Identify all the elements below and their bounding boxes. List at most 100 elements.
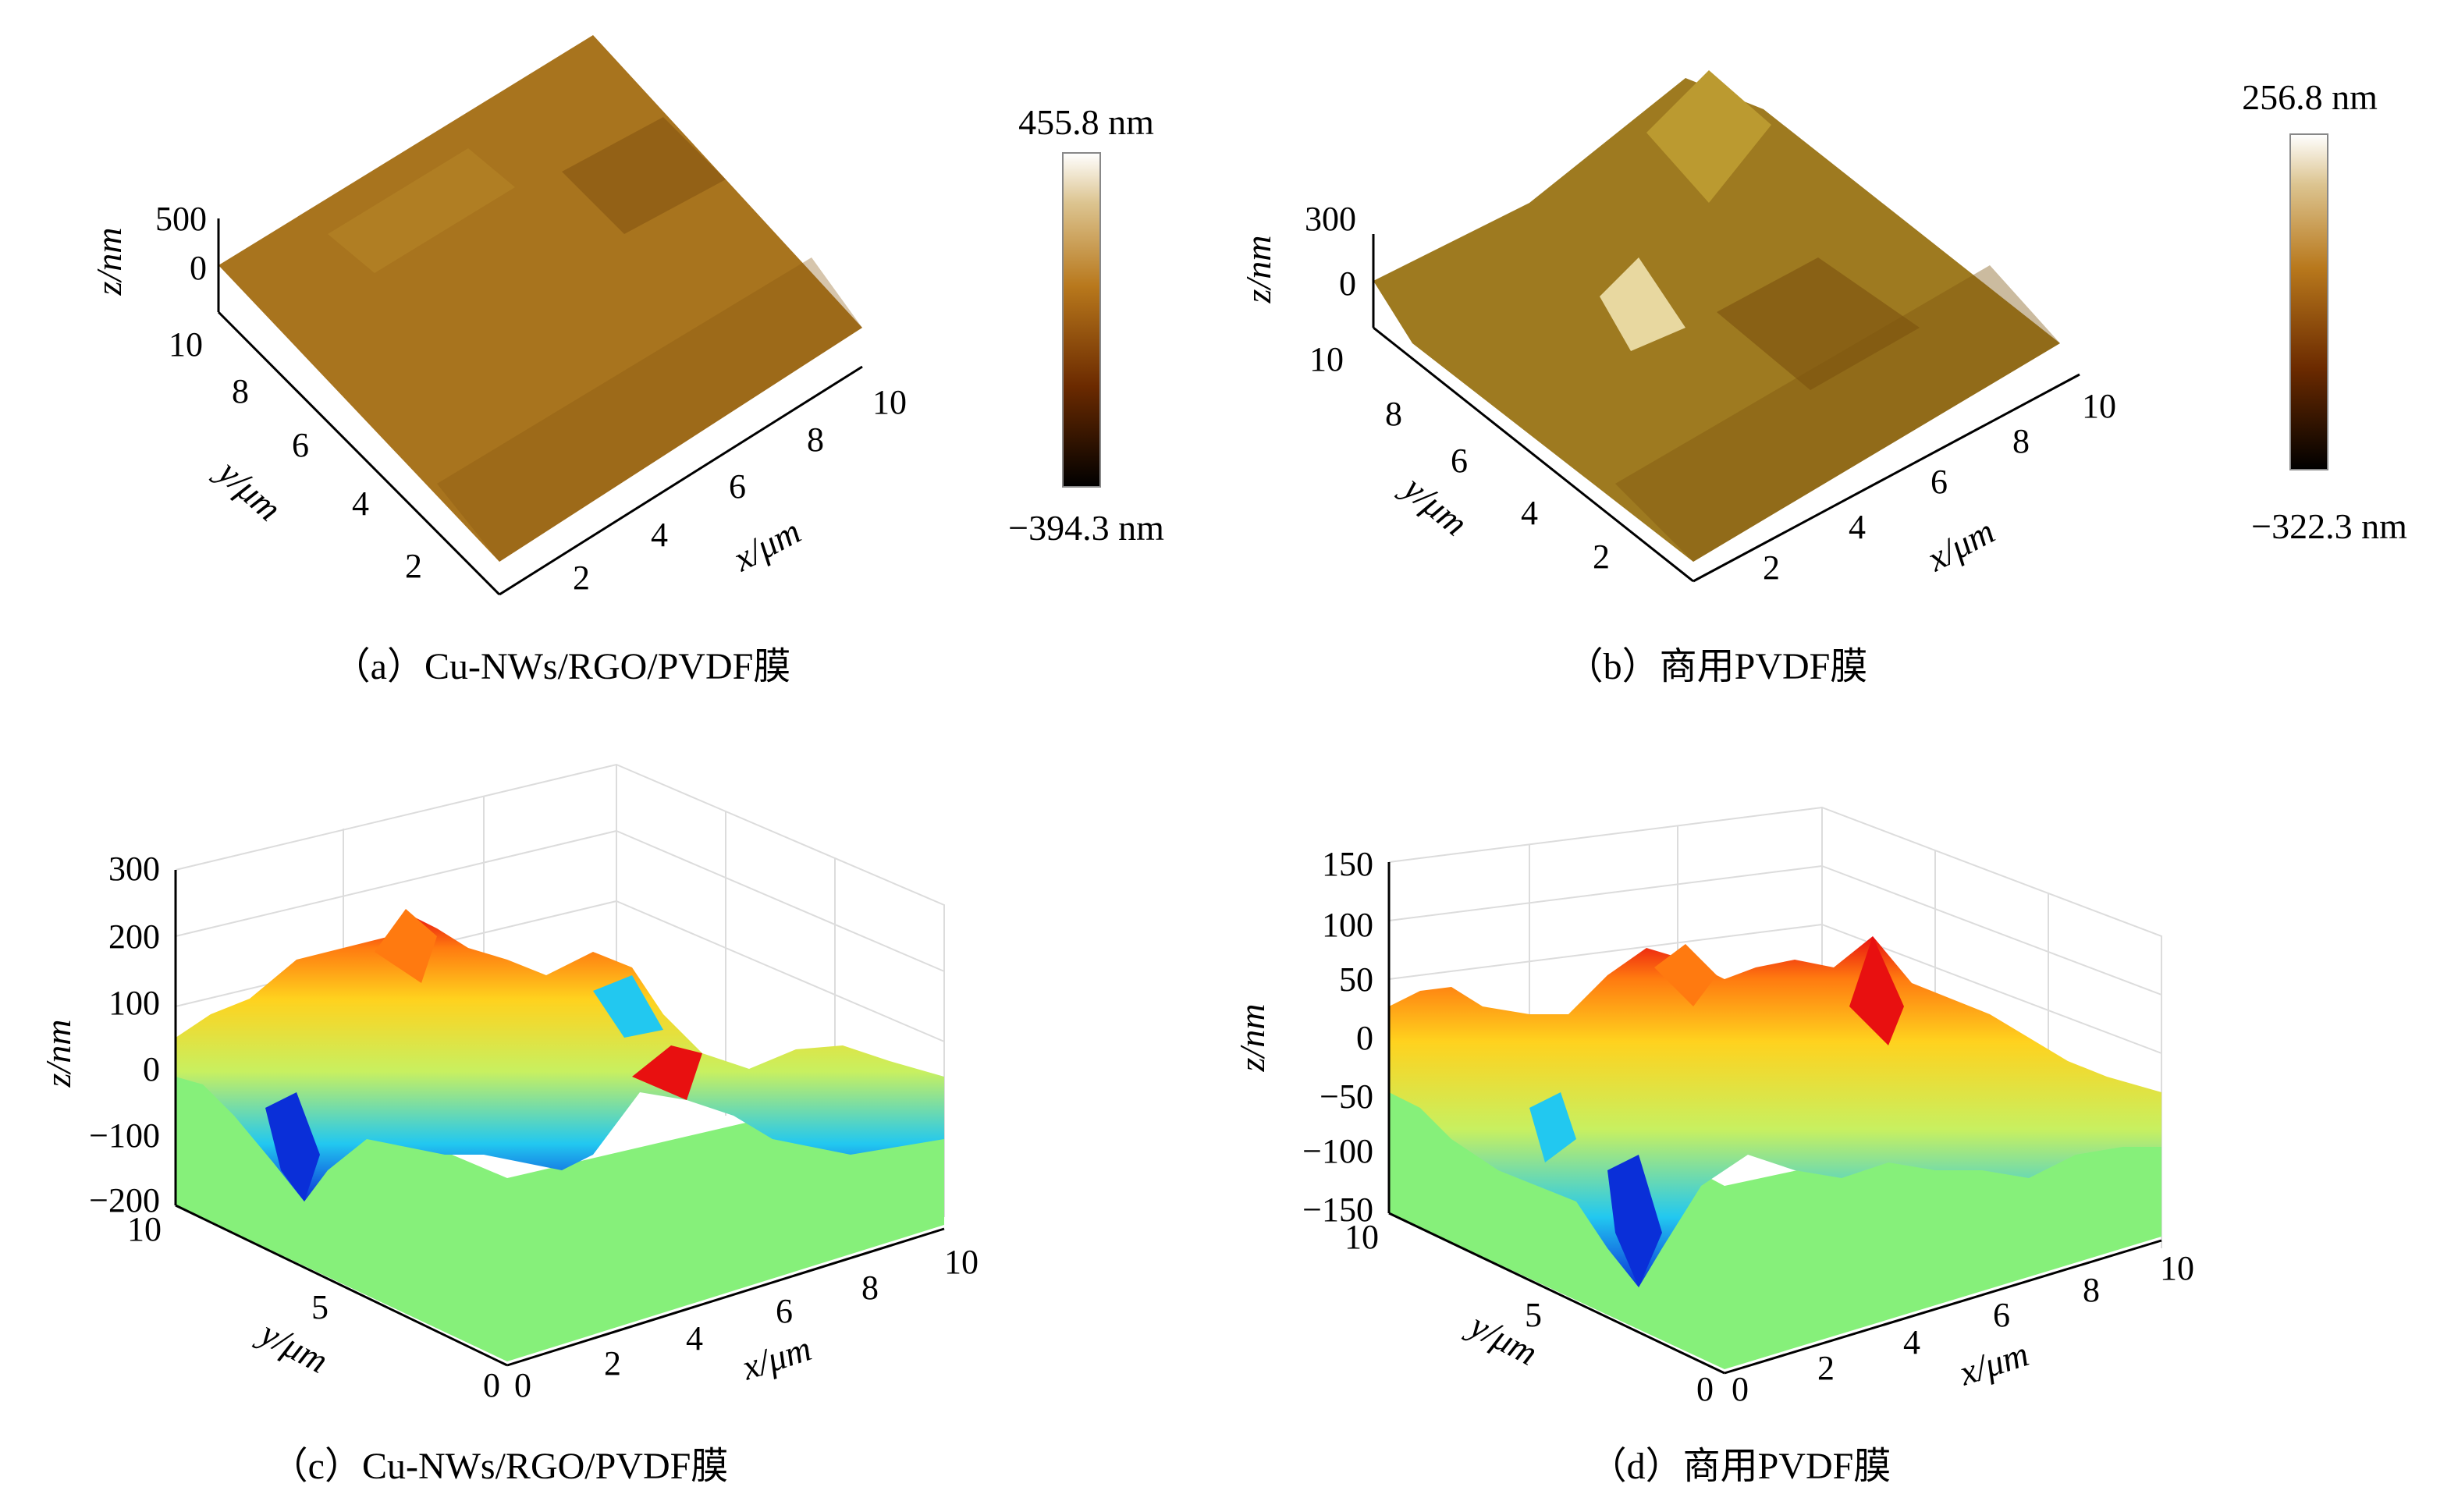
x-axis-d [1724, 1239, 2162, 1375]
surface-a-highlight [328, 148, 515, 273]
y-tick-c-10: 10 [127, 1210, 162, 1248]
surface-c [176, 913, 944, 1201]
z-tick-d-150: 150 [1322, 845, 1373, 883]
surface-b-valley [1717, 257, 1920, 390]
y-axis-d [1388, 1212, 1725, 1375]
caption-d: （d）商用PVDF膜 [1590, 1446, 1891, 1487]
x-tick-c-8: 8 [861, 1269, 879, 1307]
x-tick-d-8: 8 [2083, 1271, 2100, 1309]
surface-b [1373, 78, 2060, 562]
surface-a [218, 35, 862, 562]
z-tick-c-neg100: −100 [89, 1116, 160, 1155]
surface-a-shade [437, 257, 862, 562]
x-axis-b [1693, 373, 2080, 583]
x-label-b: x/μm [1920, 511, 2001, 580]
z-tick-a-0: 0 [190, 249, 207, 287]
x-tick-c-10: 10 [944, 1243, 979, 1281]
x-label-a: x/μm [726, 511, 807, 580]
peak-d-1 [1849, 936, 1904, 1045]
z-label-d: z/nm [1232, 1004, 1272, 1073]
panel-c: 300 200 100 0 −100 −200 z/nm 10 5 0 y/μm… [38, 763, 979, 1487]
x-axis-c [506, 1227, 945, 1367]
x-tick-b-4: 4 [1849, 508, 1866, 546]
z-label-c: z/nm [38, 1020, 78, 1088]
z-tick-c-100: 100 [108, 984, 160, 1022]
x-tick-d-0: 0 [1732, 1370, 1749, 1408]
x-axis-a [499, 365, 863, 596]
surface-d [1389, 936, 2161, 1287]
y-tick-a-2: 2 [405, 547, 422, 585]
x-tick-c-6: 6 [776, 1292, 793, 1330]
y-tick-d-0: 0 [1696, 1370, 1714, 1408]
z-label-a: z/nm [89, 228, 129, 296]
peak-c-2 [632, 1045, 702, 1100]
x-tick-b-6: 6 [1931, 463, 1948, 501]
x-tick-c-2: 2 [604, 1344, 621, 1382]
y-tick-b-8: 8 [1385, 395, 1402, 433]
surface-b-peak1 [1646, 70, 1771, 203]
x-tick-a-4: 4 [651, 516, 668, 554]
x-label-c: x/μm [737, 1328, 816, 1387]
y-axis-b [1373, 326, 1694, 583]
peak-c-1 [375, 909, 437, 983]
y-label-a: y/μm [208, 450, 289, 528]
y-tick-b-2: 2 [1593, 538, 1610, 576]
caption-c: （c）Cu-NWs/RGO/PVDF膜 [271, 1446, 729, 1487]
z-tick-d-0: 0 [1356, 1019, 1373, 1057]
panel-d: 150 100 50 0 −50 −100 −150 z/nm 10 5 0 y… [1232, 806, 2194, 1487]
caption-b: （b）商用PVDF膜 [1566, 646, 1868, 687]
x-tick-d-4: 4 [1903, 1323, 1920, 1361]
y-tick-d-5: 5 [1525, 1296, 1542, 1334]
y-tick-b-10: 10 [1309, 340, 1344, 378]
x-tick-c-0: 0 [514, 1366, 531, 1404]
y-tick-a-8: 8 [232, 372, 249, 410]
peak-d-2 [1654, 944, 1717, 1006]
z-tick-d-neg50: −50 [1320, 1077, 1373, 1116]
valley-d-2 [1529, 1092, 1576, 1162]
x-tick-d-10: 10 [2160, 1249, 2194, 1287]
colorbar-a [1062, 152, 1101, 488]
y-tick-d-10: 10 [1344, 1218, 1379, 1256]
z-label-b: z/nm [1238, 236, 1278, 304]
z-tick-a-500: 500 [155, 200, 207, 238]
x-tick-b-2: 2 [1763, 548, 1780, 587]
y-tick-a-6: 6 [292, 426, 309, 464]
panel-a: 500 0 z/nm 10 8 6 4 2 y/μm 2 4 6 8 10 x/… [89, 35, 1164, 687]
colorbar-a-min: −394.3 nm [1008, 508, 1164, 548]
z-tick-c-300: 300 [108, 850, 160, 888]
y-tick-a-10: 10 [169, 325, 203, 364]
colorbar-a-max: 455.8 nm [1018, 102, 1154, 142]
valley-c-1 [265, 1092, 320, 1201]
y-axis-a [217, 311, 501, 596]
z-tick-d-neg150: −150 [1302, 1191, 1373, 1229]
caption-a: （a）Cu-NWs/RGO/PVDF膜 [333, 646, 791, 687]
y-tick-b-4: 4 [1521, 494, 1538, 532]
z-tick-c-0: 0 [143, 1050, 160, 1088]
z-tick-d-neg100: −100 [1302, 1132, 1373, 1170]
x-tick-a-2: 2 [573, 559, 590, 597]
z-tick-d-100: 100 [1322, 906, 1373, 944]
x-tick-b-8: 8 [2012, 422, 2030, 460]
x-tick-a-8: 8 [807, 421, 824, 459]
surface-b-front [1615, 265, 2060, 562]
y-tick-c-5: 5 [311, 1288, 329, 1326]
z-tick-b-0: 0 [1339, 264, 1356, 303]
colorbar-b-min: −322.3 nm [2251, 506, 2407, 546]
y-tick-c-0: 0 [483, 1366, 500, 1404]
x-tick-d-2: 2 [1817, 1349, 1835, 1387]
x-tick-a-6: 6 [729, 467, 746, 506]
y-tick-b-6: 6 [1451, 442, 1468, 480]
y-tick-a-4: 4 [352, 484, 369, 523]
valley-c-2 [593, 975, 663, 1038]
panel-b: 300 0 z/nm 10 8 6 4 2 y/μm 2 4 6 8 10 x/… [1238, 70, 2407, 687]
x-tick-a-10: 10 [872, 383, 907, 421]
x-tick-c-4: 4 [686, 1319, 703, 1358]
y-axis-c [175, 1204, 508, 1367]
z-tick-b-300: 300 [1305, 200, 1356, 238]
valley-d-1 [1607, 1155, 1662, 1287]
z-tick-d-50: 50 [1339, 960, 1373, 999]
x-label-d: x/μm [1954, 1333, 2034, 1393]
colorbar-b [2289, 133, 2328, 470]
x-tick-d-6: 6 [1993, 1296, 2010, 1334]
